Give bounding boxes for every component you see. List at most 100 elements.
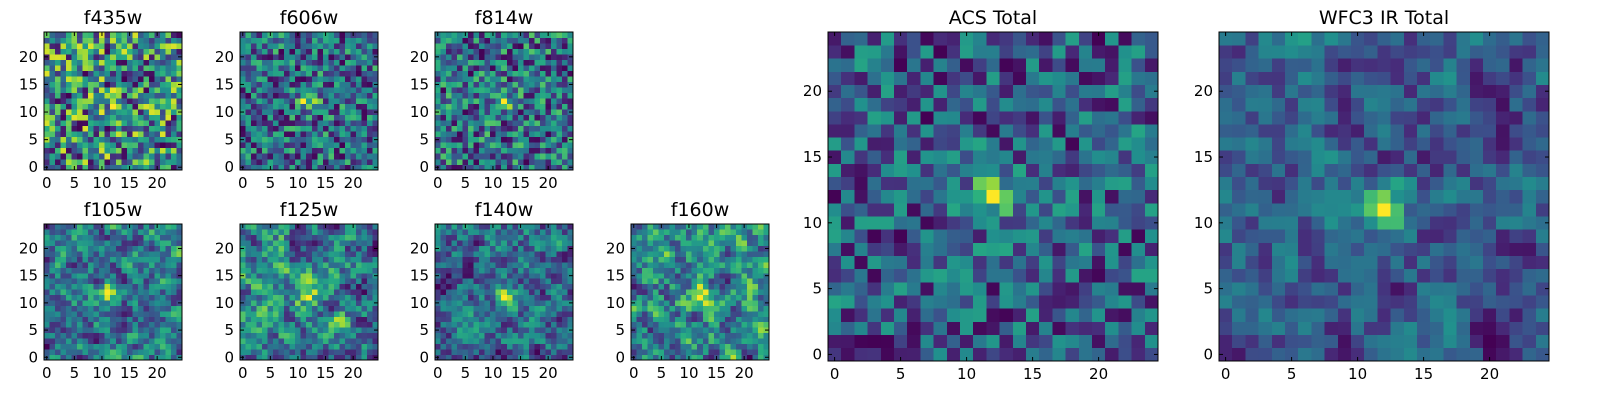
heatmap-cell [77,71,83,77]
heatmap-cell [306,32,312,38]
heatmap-cell [523,295,529,301]
heatmap-cell [312,240,318,246]
heatmap-cell [642,306,648,312]
heatmap-cell [556,82,562,88]
heatmap-cell [1079,348,1093,361]
heatmap-cell [301,148,307,154]
heatmap-cell [284,273,290,279]
heatmap-cell [1026,190,1040,203]
heatmap-cell [88,322,94,328]
heatmap-cell [435,289,441,295]
heatmap-cell [50,71,56,77]
heatmap-cell [468,246,474,252]
heatmap-cell [986,348,1000,361]
heatmap-cell [562,257,568,263]
heatmap-cell [350,148,356,154]
heatmap-cell [490,131,496,137]
heatmap-cell [356,327,362,333]
heatmap-cell [741,322,747,328]
heatmap-cell [94,126,100,132]
heatmap-cell [334,60,340,66]
heatmap-cell [356,355,362,361]
heatmap-cell [262,278,268,284]
heatmap-cell [284,65,290,71]
heatmap-cell [290,109,296,115]
heatmap-cell [441,344,447,350]
heatmap-cell [116,278,122,284]
heatmap-cell [512,240,518,246]
heatmap-cell [496,131,502,137]
heatmap-cell [94,82,100,88]
heatmap-cell [66,115,72,121]
heatmap-cell [736,316,742,322]
heatmap-cell [295,295,301,301]
heatmap-cell [692,333,698,339]
heatmap-cell [457,32,463,38]
heatmap-cell [273,49,279,55]
heatmap-cell [165,251,171,257]
heatmap-cell [132,257,138,263]
heatmap-cell [664,311,670,317]
heatmap-cell [88,224,94,230]
heatmap-cell [251,344,257,350]
heatmap-cell [523,98,529,104]
heatmap-cell [61,316,67,322]
heatmap-cell [160,120,166,126]
heatmap-cell [290,137,296,143]
heatmap-cell [83,87,89,93]
heatmap-cell [841,203,855,216]
heatmap-cell [160,126,166,132]
heatmap-cell [681,349,687,355]
heatmap-cell [99,115,105,121]
heatmap-cell [664,240,670,246]
heatmap-cell [496,109,502,115]
heatmap-cell [334,142,340,148]
heatmap-cell [323,235,329,241]
heatmap-cell [160,349,166,355]
heatmap-cell [507,71,513,77]
heatmap-cell [116,349,122,355]
heatmap-cell [562,268,568,274]
heatmap-cell [279,284,285,290]
heatmap-cell [105,344,111,350]
heatmap-cell [350,54,356,60]
heatmap-cell [246,229,252,235]
heatmap-cell [138,159,144,165]
heatmap-cell [372,148,378,154]
heatmap-cell [143,120,149,126]
heatmap-cell [83,306,89,312]
heatmap-cell [290,278,296,284]
heatmap-cell [257,300,263,306]
heatmap-cell [165,268,171,274]
heatmap-cell [257,137,263,143]
heatmap-cell [534,235,540,241]
heatmap-cell [551,235,557,241]
heatmap-cell [758,333,764,339]
heatmap-cell [452,355,458,361]
heatmap-cell [894,256,908,269]
heatmap-cell [631,257,637,263]
heatmap-cell [268,126,274,132]
heatmap-cell [350,344,356,350]
heatmap-cell [328,148,334,154]
heatmap-cell [273,87,279,93]
x-tick-label: 15 [511,364,530,382]
heatmap-cell [1118,164,1132,177]
heatmap-cell [132,71,138,77]
heatmap-cell [485,355,491,361]
heatmap-cell [551,251,557,257]
heatmap-cell [301,104,307,110]
heatmap-cell [507,273,513,279]
heatmap-cell [540,93,546,99]
heatmap-cell [317,268,323,274]
heatmap-cell [763,289,769,295]
heatmap-cell [301,71,307,77]
heatmap-cell [490,229,496,235]
heatmap-cell [719,224,725,230]
heatmap-cell [328,224,334,230]
heatmap-cell [637,229,643,235]
heatmap-cell [512,87,518,93]
heatmap-cell [828,256,842,269]
heatmap-cell [312,120,318,126]
heatmap-cell [714,262,720,268]
